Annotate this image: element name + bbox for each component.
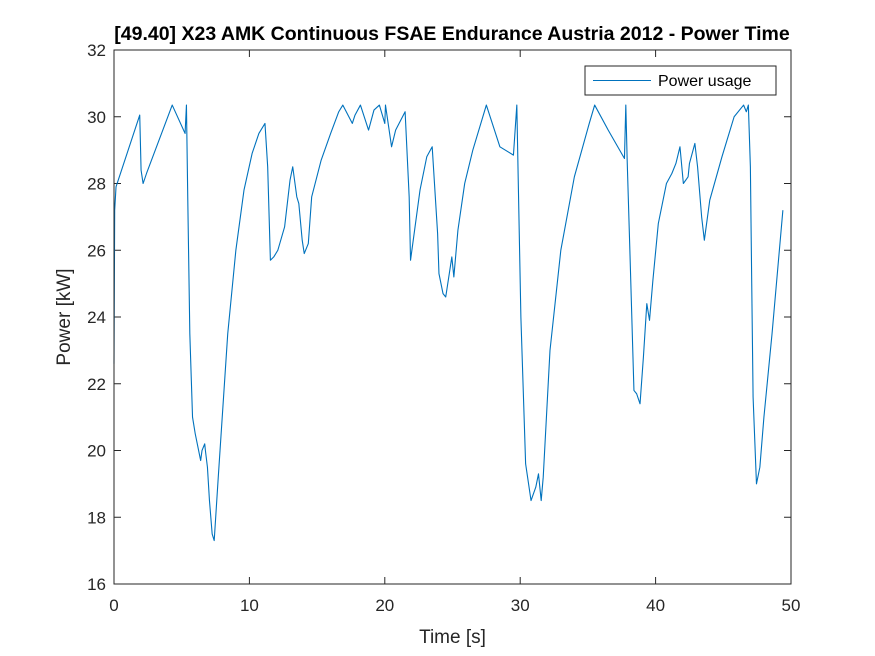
x-tick-label: 10 bbox=[240, 596, 259, 615]
y-tick-label: 28 bbox=[87, 175, 106, 194]
power-usage-line bbox=[113, 104, 784, 542]
y-tick-label: 26 bbox=[87, 241, 106, 260]
x-tick-label: 30 bbox=[511, 596, 530, 615]
x-tick-label: 0 bbox=[109, 596, 118, 615]
y-tick-label: 18 bbox=[87, 508, 106, 527]
x-tick-label: 40 bbox=[646, 596, 665, 615]
y-tick-label: 32 bbox=[87, 41, 106, 60]
y-tick-label: 24 bbox=[87, 308, 106, 327]
plot-area bbox=[114, 50, 791, 584]
x-axis: 0 10 20 30 40 50 bbox=[109, 50, 800, 615]
legend: Power usage bbox=[584, 65, 777, 96]
x-tick-label: 20 bbox=[375, 596, 394, 615]
y-tick-label: 30 bbox=[87, 108, 106, 127]
legend-label: Power usage bbox=[658, 73, 751, 90]
y-axis: 16 18 20 22 24 26 28 30 32 bbox=[87, 41, 791, 594]
chart-title: [49.40] X23 AMK Continuous FSAE Enduranc… bbox=[114, 23, 790, 45]
y-axis-label: Power [kW] bbox=[54, 268, 75, 365]
x-axis-label: Time [s] bbox=[419, 627, 486, 648]
y-tick-label: 20 bbox=[87, 442, 106, 461]
plot-box bbox=[113, 49, 792, 585]
x-tick-label: 50 bbox=[782, 596, 801, 615]
y-tick-label: 22 bbox=[87, 375, 106, 394]
y-tick-label: 16 bbox=[87, 575, 106, 594]
